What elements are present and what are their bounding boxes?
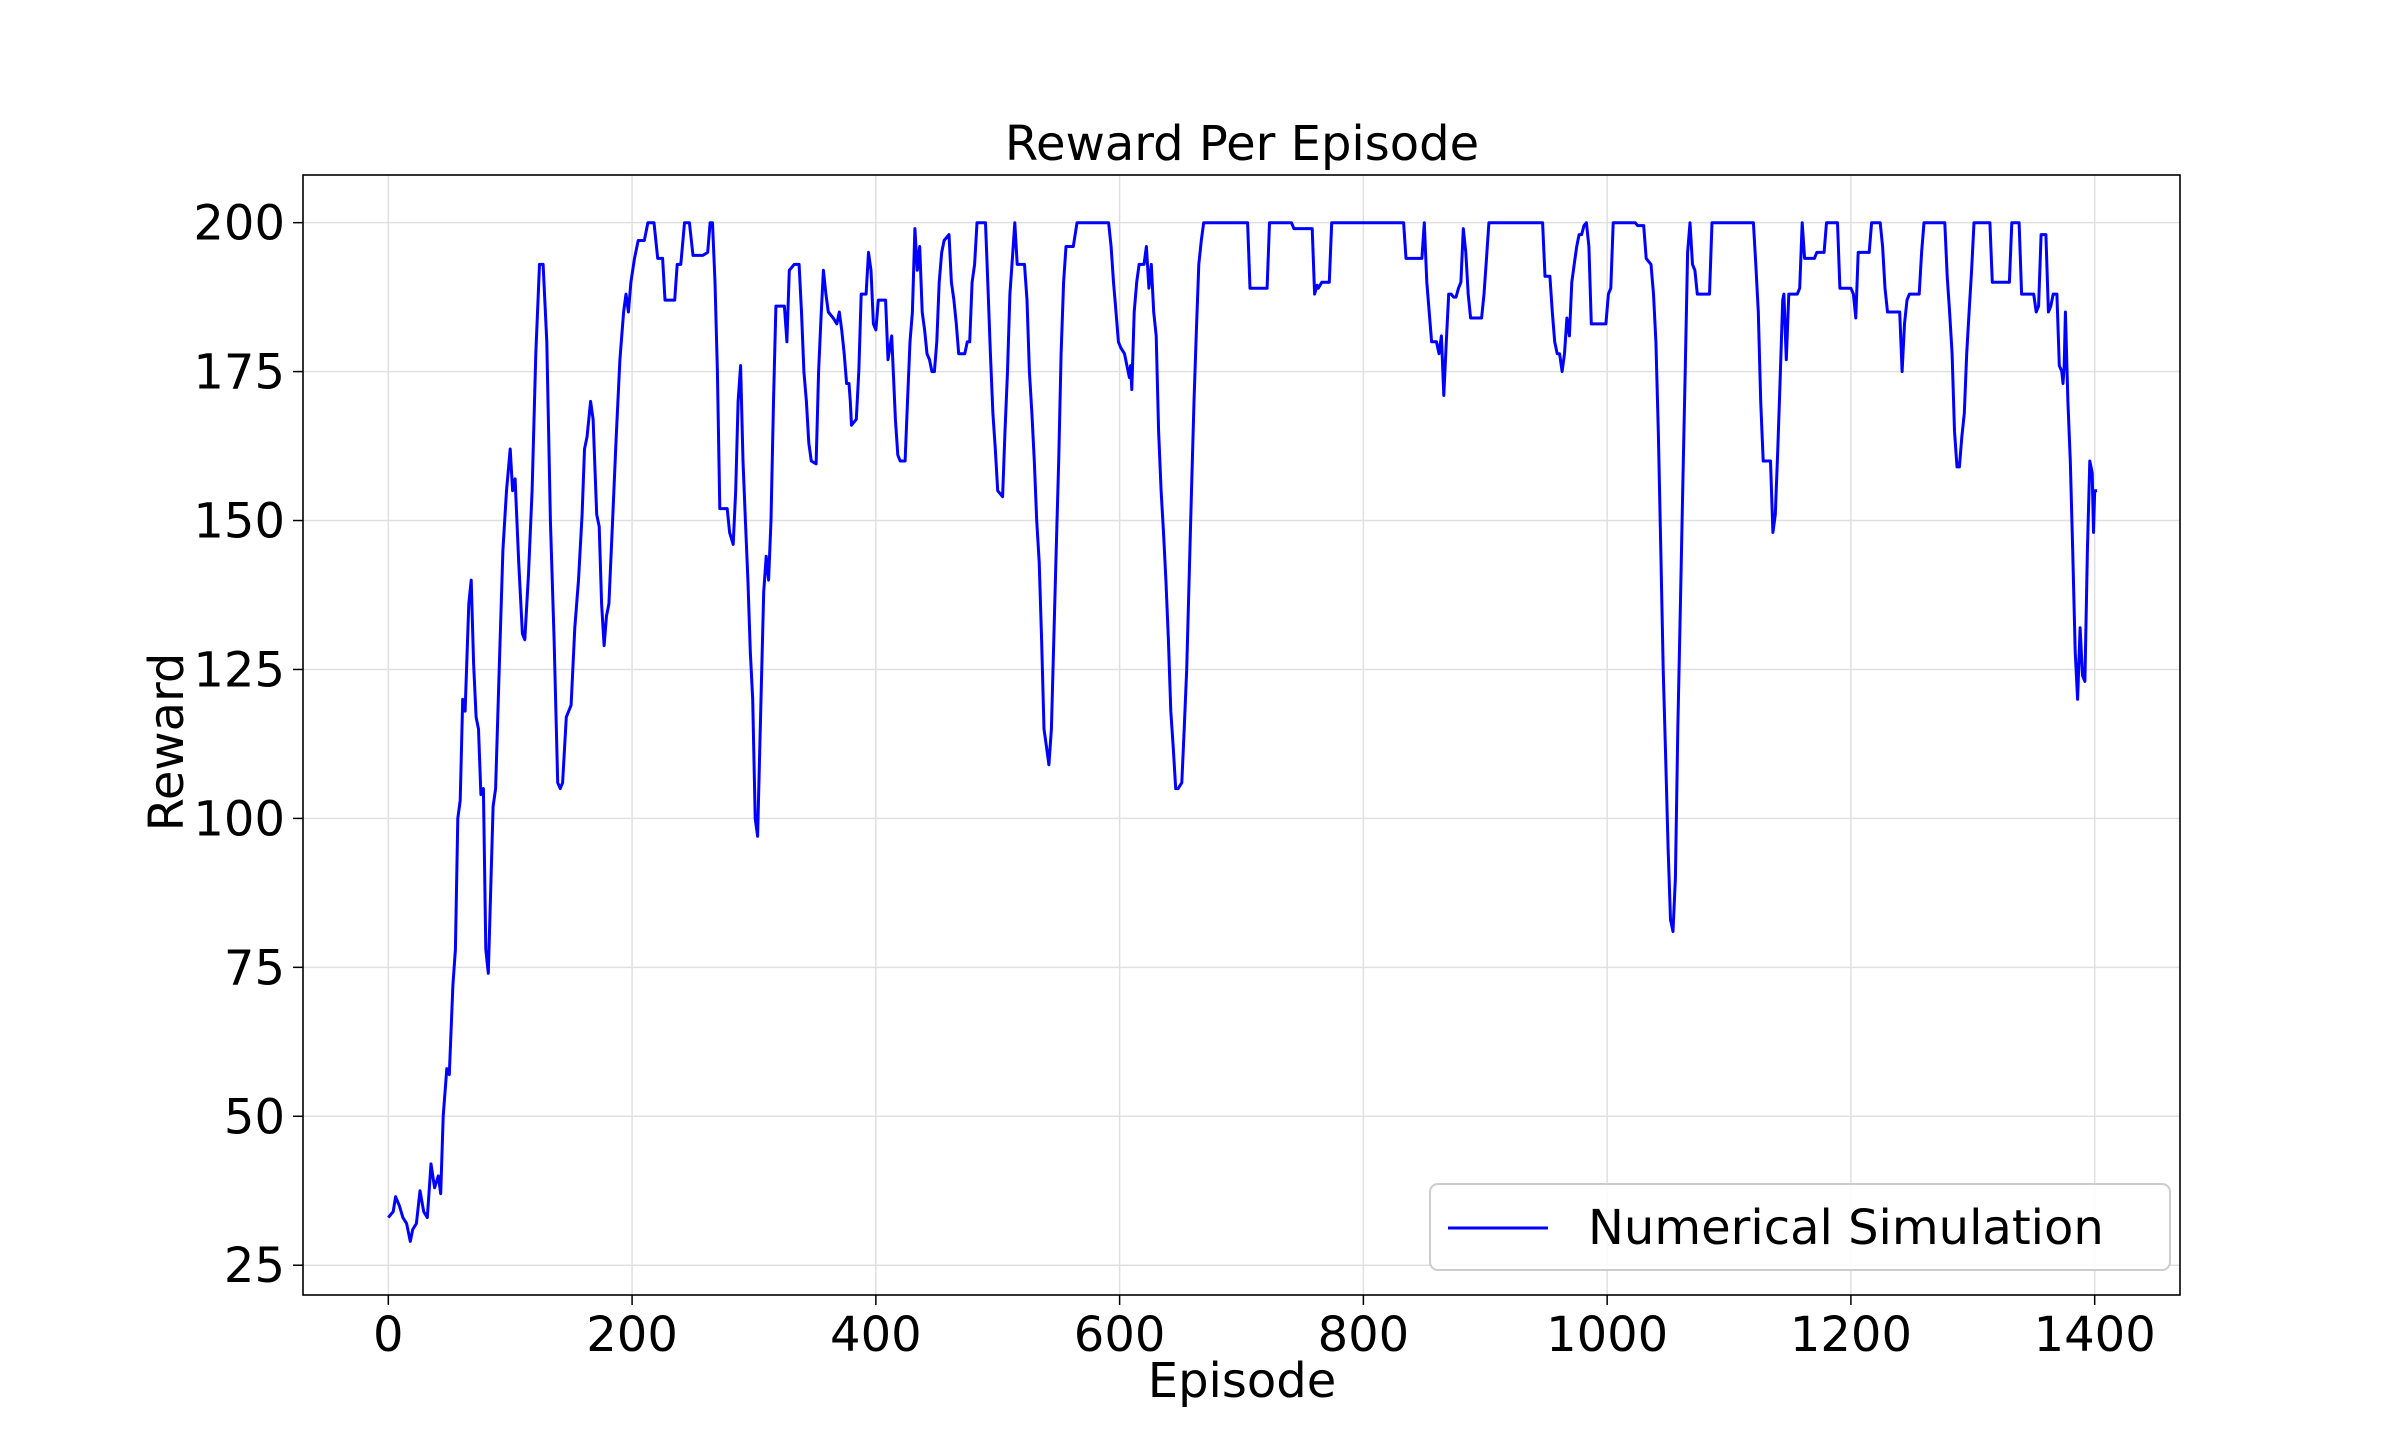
x-axis-label: Episode xyxy=(1148,1353,1337,1409)
y-tick-label-200: 200 xyxy=(193,196,285,252)
x-tick-label-1400: 1400 xyxy=(2034,1307,2156,1363)
y-tick-label-100: 100 xyxy=(193,791,285,847)
y-tick-label-75: 75 xyxy=(224,940,285,996)
series-layer xyxy=(387,221,2098,1243)
legend-box xyxy=(1429,1183,2171,1271)
x-tick-label-0: 0 xyxy=(373,1307,404,1363)
y-tick-label-25: 25 xyxy=(224,1238,285,1294)
x-axis-ticks: 0 200 400 600 800 1000 1200 1400 xyxy=(373,1295,2156,1363)
series-line-numerical-simulation xyxy=(387,221,2098,1243)
plot-frame xyxy=(302,174,2181,1296)
x-tick-label-400: 400 xyxy=(830,1307,922,1363)
y-tick-label-125: 125 xyxy=(193,642,285,698)
y-axis-label: Reward xyxy=(139,653,195,832)
legend: Numerical Simulation xyxy=(1429,1183,2171,1271)
y-tick-label-175: 175 xyxy=(193,345,285,401)
chart-title: Reward Per Episode xyxy=(1005,116,1479,172)
y-axis-ticks: 25 50 75 100 125 150 175 200 xyxy=(193,196,303,1294)
legend-label: Numerical Simulation xyxy=(1588,1200,2104,1256)
x-tick-label-1000: 1000 xyxy=(1546,1307,1668,1363)
x-tick-label-600: 600 xyxy=(1074,1307,1166,1363)
x-tick-label-800: 800 xyxy=(1318,1307,1410,1363)
y-tick-label-150: 150 xyxy=(193,494,285,550)
y-tick-label-50: 50 xyxy=(224,1089,285,1145)
x-tick-label-1200: 1200 xyxy=(1790,1307,1912,1363)
x-tick-label-200: 200 xyxy=(586,1307,678,1363)
grid-lines xyxy=(303,175,2180,1295)
